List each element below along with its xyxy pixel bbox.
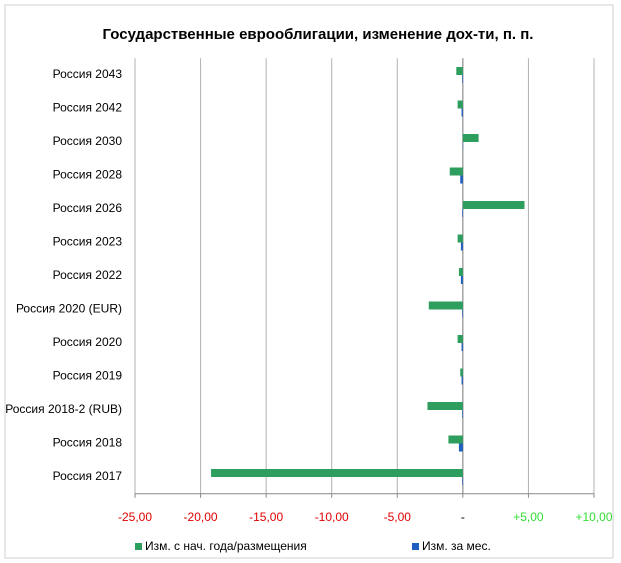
x-tick-label: -10,00: [315, 510, 349, 524]
bar: [460, 368, 463, 377]
chart-frame: [4, 4, 614, 559]
bar: [462, 309, 463, 318]
legend-swatch: [135, 543, 142, 550]
bar: [211, 469, 463, 477]
bar: [427, 402, 463, 410]
y-tick-label: Россия 2020 (EUR): [16, 302, 122, 316]
bar: [462, 209, 463, 217]
y-tick-label: Россия 2043: [53, 67, 123, 81]
bar: [460, 276, 463, 284]
bar: [448, 435, 463, 444]
y-tick-label: Россия 2019: [53, 369, 123, 383]
bar: [461, 108, 463, 117]
bar: [462, 477, 463, 485]
x-tick-label: -20,00: [184, 510, 218, 524]
bar: [458, 443, 463, 452]
bar: [457, 234, 463, 243]
bar: [461, 343, 463, 351]
y-tick-label: Россия 2018-2 (RUB): [5, 402, 122, 416]
y-tick-label: Россия 2042: [53, 101, 123, 115]
y-tick-label: Россия 2026: [53, 201, 123, 215]
x-tick-label: -: [461, 510, 465, 524]
bar: [460, 242, 463, 251]
y-tick-label: Россия 2020: [53, 335, 123, 349]
y-tick-label: Россия 2030: [53, 134, 123, 148]
bar: [462, 134, 479, 142]
bar: [457, 100, 463, 109]
bar: [458, 268, 463, 276]
bar: [461, 376, 463, 385]
bar: [462, 201, 525, 209]
x-tick-label: -25,00: [118, 510, 152, 524]
legend-swatch: [412, 543, 419, 550]
x-tick-label: +5,00: [513, 510, 544, 524]
bar: [462, 410, 463, 418]
y-tick-label: Россия 2022: [53, 268, 123, 282]
bar: [456, 67, 463, 75]
legend-label: Изм. с нач. года/размещения: [145, 539, 307, 553]
bar: [460, 175, 463, 184]
legend-label: Изм. за мес.: [422, 539, 491, 553]
bar: [428, 301, 463, 310]
y-tick-label: Россия 2028: [53, 168, 123, 182]
y-tick-label: Россия 2018: [53, 436, 123, 450]
bar: [449, 167, 463, 176]
bar: [462, 75, 463, 83]
chart-title: Государственные еврооблигации, изменение…: [103, 26, 534, 43]
x-tick-label: -5,00: [384, 510, 412, 524]
x-tick-label: -15,00: [249, 510, 283, 524]
bar: [457, 335, 463, 343]
x-tick-label: +10,00: [575, 510, 612, 524]
y-tick-label: Россия 2023: [53, 235, 123, 249]
y-tick-label: Россия 2017: [53, 469, 123, 483]
